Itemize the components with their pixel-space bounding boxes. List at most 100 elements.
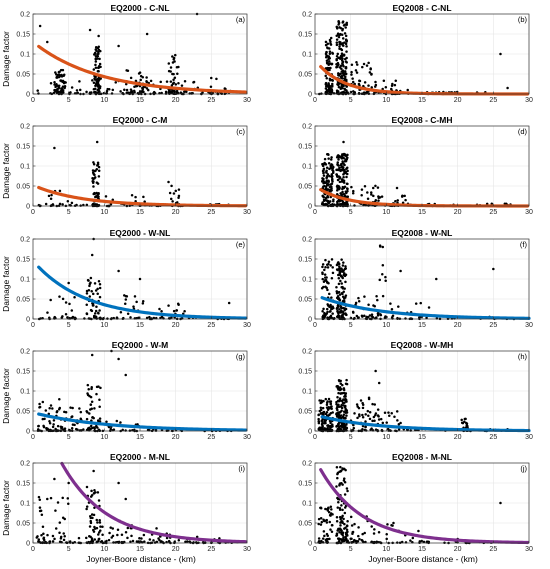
- data-point: [343, 401, 346, 404]
- data-point: [327, 428, 330, 431]
- data-point: [342, 426, 345, 429]
- data-point: [90, 489, 93, 493]
- data-point: [329, 164, 332, 167]
- data-point: [323, 157, 327, 161]
- data-point: [331, 174, 334, 178]
- data-point: [325, 540, 328, 544]
- data-point: [88, 394, 91, 398]
- data-point: [169, 70, 172, 73]
- y-tick-label: 0.1: [20, 388, 30, 395]
- x-tick-label: 25: [207, 546, 215, 553]
- data-point: [167, 304, 170, 307]
- data-point: [145, 76, 148, 79]
- data-point: [326, 288, 329, 292]
- data-point: [357, 526, 360, 529]
- data-point: [343, 395, 346, 398]
- data-point: [55, 410, 59, 414]
- data-point: [339, 274, 342, 277]
- x-tick-label: 20: [454, 546, 462, 553]
- data-point: [93, 427, 96, 430]
- data-point: [393, 415, 396, 419]
- data-point: [339, 524, 342, 527]
- data-point: [353, 91, 356, 94]
- y-tick-label: 0.05: [298, 520, 312, 527]
- data-point: [357, 296, 360, 300]
- data-point: [325, 179, 329, 182]
- data-point: [152, 539, 155, 542]
- data-point: [343, 527, 346, 530]
- data-point: [375, 295, 378, 298]
- data-point: [88, 28, 92, 32]
- data-point: [183, 309, 186, 313]
- data-point: [322, 169, 325, 172]
- data-point: [160, 540, 163, 543]
- data-point: [344, 427, 347, 431]
- data-point: [177, 65, 180, 69]
- data-point: [381, 273, 384, 276]
- data-point: [172, 81, 176, 85]
- data-point: [45, 428, 49, 431]
- data-point: [92, 185, 95, 188]
- data-point: [326, 46, 329, 49]
- data-point: [350, 70, 353, 74]
- data-point: [338, 508, 342, 512]
- y-tick-label: 0.1: [20, 51, 30, 58]
- data-point: [335, 41, 339, 44]
- subplot: 0 5 10 15 20 25 30 0 0.05 0.1 0.15 0.2 EQ2008 - C-NL…: [298, 3, 533, 104]
- x-tick-label: 30: [243, 546, 251, 553]
- data-point: [97, 428, 101, 431]
- y-tick-label: 0.05: [16, 520, 30, 527]
- data-point: [126, 69, 130, 72]
- y-tick-label: 0.05: [298, 183, 312, 190]
- data-point: [325, 67, 329, 70]
- data-point: [344, 294, 348, 297]
- x-tick-label: 5: [349, 546, 353, 553]
- data-point: [352, 426, 356, 430]
- data-point: [361, 413, 364, 417]
- data-point: [134, 195, 137, 199]
- data-point: [90, 400, 94, 403]
- data-point: [339, 57, 342, 61]
- data-point: [324, 198, 327, 202]
- data-point: [373, 528, 376, 531]
- data-point: [98, 417, 102, 420]
- data-point: [341, 165, 344, 168]
- data-point: [328, 400, 332, 403]
- data-point: [326, 62, 329, 65]
- data-point: [351, 191, 355, 195]
- data-point: [390, 308, 394, 311]
- data-point: [328, 520, 331, 524]
- subplot-title: EQ2000 - C-M: [113, 115, 168, 125]
- x-tick-label: 20: [454, 322, 462, 329]
- data-point: [329, 421, 332, 425]
- data-point: [129, 540, 132, 544]
- data-point: [92, 161, 95, 164]
- data-point: [53, 537, 56, 541]
- data-point: [337, 203, 340, 207]
- data-point: [345, 167, 348, 171]
- data-point: [82, 203, 85, 207]
- data-point: [87, 317, 91, 320]
- x-tick-label: 10: [100, 434, 108, 441]
- data-point: [340, 193, 344, 196]
- data-point: [98, 62, 102, 66]
- data-point: [324, 419, 328, 422]
- data-point: [369, 68, 372, 71]
- data-point: [418, 540, 422, 543]
- y-tick-label: 0: [308, 316, 312, 323]
- data-point: [341, 533, 344, 537]
- x-tick-label: 30: [525, 434, 533, 441]
- data-point: [172, 78, 175, 82]
- data-point: [138, 71, 142, 74]
- data-point: [397, 423, 401, 426]
- data-point: [93, 77, 96, 80]
- data-point: [327, 507, 330, 510]
- data-point: [70, 427, 74, 430]
- data-point: [68, 429, 72, 432]
- data-point: [381, 264, 385, 267]
- data-point: [58, 189, 62, 193]
- data-point: [395, 186, 399, 190]
- data-point: [69, 91, 72, 94]
- data-point: [345, 414, 348, 417]
- data-point: [158, 538, 161, 542]
